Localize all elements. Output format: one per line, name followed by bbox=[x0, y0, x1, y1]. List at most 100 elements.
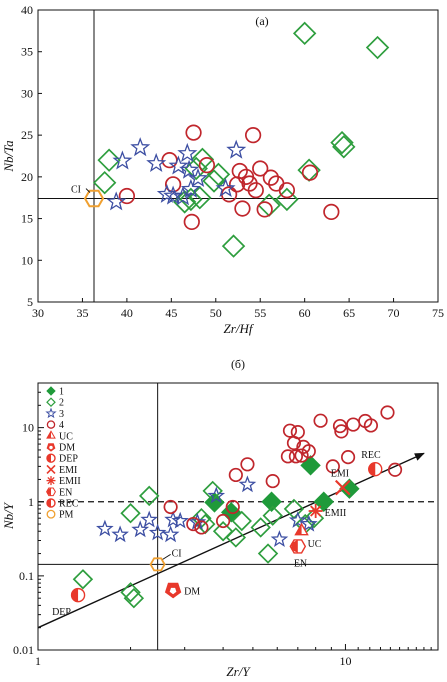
x-tick-label: 35 bbox=[76, 306, 88, 320]
panel-b-ylabel: Nb/Y bbox=[1, 501, 16, 530]
data-point bbox=[234, 200, 251, 217]
data-point bbox=[262, 169, 280, 186]
y-tick-label: 15 bbox=[21, 212, 33, 226]
data-point bbox=[262, 505, 283, 526]
ci-label: CI bbox=[71, 185, 81, 196]
x-tick-label: 55 bbox=[254, 306, 266, 320]
panel-a-annotations: CI bbox=[71, 185, 105, 208]
legend-marker-fill bbox=[47, 431, 51, 439]
x-tick-label: 65 bbox=[343, 306, 355, 320]
legend-label: DM bbox=[59, 443, 75, 454]
legend-item: 2 bbox=[46, 397, 64, 409]
emii-label: EMII bbox=[325, 508, 347, 519]
rec-label: REC bbox=[361, 450, 381, 461]
rec-marker bbox=[368, 461, 383, 477]
ci-reference-marker bbox=[83, 189, 105, 208]
legend-item: UC bbox=[46, 430, 73, 442]
data-point bbox=[294, 448, 309, 463]
data-point bbox=[257, 543, 279, 564]
data-point bbox=[179, 187, 203, 212]
data-point bbox=[187, 167, 209, 187]
uc-label: UC bbox=[308, 539, 322, 550]
panel-a-label: (a) bbox=[255, 14, 268, 28]
legend-marker bbox=[46, 420, 56, 429]
data-point bbox=[288, 511, 307, 528]
uc-marker-fill bbox=[295, 524, 302, 535]
data-point bbox=[387, 462, 403, 477]
data-point bbox=[247, 182, 264, 199]
panel-a-ylabel: Nb/Ta bbox=[1, 140, 16, 173]
half-circle-fill bbox=[368, 462, 376, 476]
legend-item: REC bbox=[46, 498, 79, 510]
data-point bbox=[301, 444, 316, 459]
legend-label: EMII bbox=[59, 476, 81, 487]
y-tick-label: 30 bbox=[21, 86, 33, 100]
data-point bbox=[184, 156, 208, 181]
data-point bbox=[72, 569, 94, 590]
x-tick-label: 50 bbox=[210, 306, 222, 320]
legend-item: 3 bbox=[45, 407, 64, 420]
en-label: EN bbox=[294, 558, 307, 569]
x-tick-label: 40 bbox=[121, 306, 133, 320]
legend-item: EN bbox=[46, 487, 72, 498]
data-point bbox=[183, 213, 200, 231]
legend-label: 3 bbox=[59, 409, 64, 420]
data-point bbox=[139, 485, 160, 507]
panel-b-label: (б) bbox=[231, 357, 245, 371]
panel-a-ticks: 30 35 40 45 50 55 60 65 70 75 5 10 15 20 25 30 35 40 bbox=[21, 3, 444, 320]
legend-marker-fill bbox=[47, 488, 51, 496]
emi-label: EMI bbox=[331, 469, 349, 480]
data-point bbox=[288, 449, 303, 464]
legend-label: 4 bbox=[59, 420, 64, 431]
panel-a-points bbox=[92, 21, 390, 258]
data-point bbox=[278, 182, 296, 199]
data-point bbox=[270, 530, 289, 548]
ci-pointer bbox=[85, 188, 91, 193]
data-point bbox=[228, 467, 243, 483]
legend-label: UC bbox=[59, 431, 73, 442]
data-point bbox=[96, 519, 114, 537]
legend-marker bbox=[46, 464, 56, 474]
panel-b-points bbox=[72, 405, 403, 609]
data-point bbox=[123, 587, 145, 609]
legend-marker-inner bbox=[49, 445, 53, 450]
data-point bbox=[216, 513, 231, 529]
data-point bbox=[185, 124, 202, 141]
dep-marker bbox=[70, 587, 86, 603]
data-point bbox=[280, 449, 296, 464]
data-point bbox=[112, 150, 133, 170]
data-point bbox=[300, 455, 321, 476]
data-point bbox=[161, 525, 180, 543]
legend-marker bbox=[46, 397, 56, 408]
data-point bbox=[111, 525, 129, 543]
data-point bbox=[118, 187, 136, 205]
legend-label: 2 bbox=[59, 398, 64, 409]
x-tick-label: 45 bbox=[165, 306, 177, 320]
dep-label: DEP bbox=[52, 607, 71, 618]
data-point bbox=[240, 457, 255, 472]
data-point bbox=[163, 499, 178, 515]
data-point bbox=[168, 155, 189, 175]
legend-item: EMI bbox=[46, 464, 77, 476]
legend-marker bbox=[46, 386, 56, 396]
legend-item: 4 bbox=[46, 420, 64, 431]
data-point bbox=[226, 139, 247, 159]
emii-marker-stroke bbox=[310, 505, 322, 517]
ci-pointer bbox=[162, 553, 171, 560]
legend-label: EN bbox=[59, 487, 72, 498]
data-point bbox=[301, 164, 319, 181]
dm-label: DM bbox=[184, 587, 200, 598]
data-point bbox=[292, 21, 317, 46]
data-point bbox=[171, 511, 189, 529]
y-tick-label: 20 bbox=[21, 170, 33, 184]
data-point bbox=[313, 413, 328, 428]
data-point bbox=[231, 510, 252, 532]
data-point bbox=[261, 491, 282, 512]
data-point bbox=[130, 137, 151, 157]
data-point bbox=[238, 475, 257, 493]
half-circle-fill bbox=[47, 499, 51, 507]
legend-marker bbox=[45, 407, 57, 419]
x-tick-label: 60 bbox=[299, 306, 311, 320]
data-point bbox=[363, 418, 378, 433]
ci-marker bbox=[149, 557, 166, 572]
